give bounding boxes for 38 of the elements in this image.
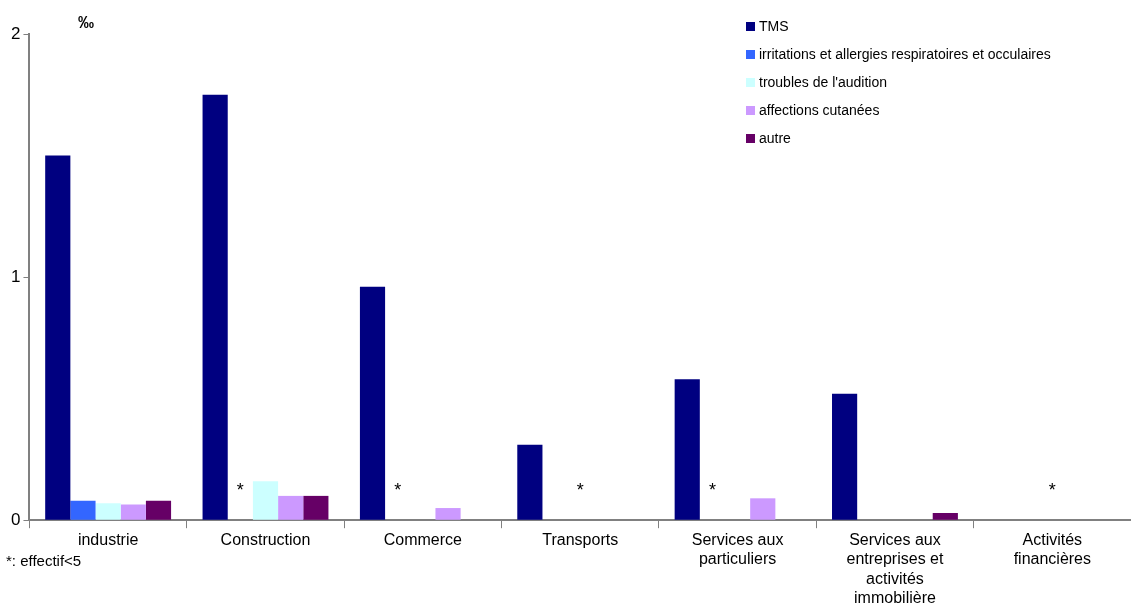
text: * — [1048, 480, 1056, 501]
text: * — [394, 480, 402, 501]
text: * — [236, 480, 244, 501]
x-tick-label: Transports — [542, 531, 619, 549]
bar — [435, 508, 461, 520]
bar — [303, 495, 329, 520]
bar — [120, 504, 146, 520]
x-tick-label: Activités financières — [1013, 531, 1092, 568]
text: *: effectif<5 — [6, 552, 82, 569]
bar — [45, 155, 71, 520]
y-tick-label: 1 — [10, 266, 21, 286]
bar — [674, 379, 700, 520]
x-tick-label: Construction — [220, 531, 311, 549]
x-tick-label: Services aux entreprises et activités immobilière — [846, 531, 944, 606]
bar — [252, 481, 279, 520]
y-axis-title: ‰ — [78, 14, 94, 32]
bar — [359, 286, 386, 520]
bar — [95, 503, 121, 520]
bar — [832, 393, 858, 520]
bar — [278, 495, 304, 520]
bar — [70, 500, 96, 520]
x-tick-label: industrie — [77, 531, 139, 549]
legend-label: troubles de l'audition — [759, 74, 887, 90]
text: * — [708, 480, 716, 501]
bar — [202, 94, 228, 520]
legend-label: irritations et allergies respiratoires et occulaires — [759, 46, 1051, 62]
x-tick-label: Services aux particuliers — [691, 531, 784, 568]
text: * — [576, 480, 584, 501]
y-tick-label: 2 — [10, 23, 21, 43]
bar — [517, 444, 543, 520]
bar — [932, 512, 958, 520]
x-tick-label: Commerce — [383, 531, 463, 549]
legend-label: TMS — [759, 18, 789, 34]
legend-label: autre — [759, 130, 791, 146]
legend-label: affections cutanées — [759, 102, 880, 118]
bar — [750, 498, 776, 520]
y-tick-label: 0 — [10, 509, 21, 529]
bar — [145, 500, 172, 520]
